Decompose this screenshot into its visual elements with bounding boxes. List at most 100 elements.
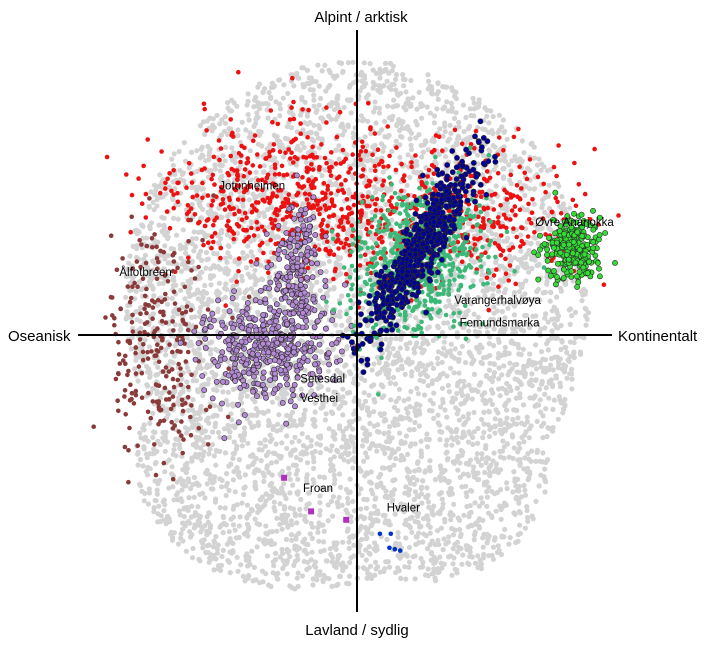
cloud-point <box>458 531 464 537</box>
cloud-point <box>388 241 394 247</box>
cloud-point <box>340 132 346 138</box>
cloud-point <box>364 528 370 534</box>
cloud-point <box>334 101 340 107</box>
cloud-point <box>135 451 141 457</box>
cloud-point <box>479 416 485 423</box>
cloud-point <box>397 345 403 351</box>
cloud-point <box>333 180 339 186</box>
cloud-point <box>387 424 393 430</box>
cloud-point <box>430 365 437 371</box>
cloud-point <box>222 285 228 291</box>
cloud-point <box>498 516 504 522</box>
cloud-point <box>336 143 342 149</box>
cloud-point <box>328 409 335 415</box>
cloud-point <box>255 509 261 515</box>
cloud-point <box>395 530 401 536</box>
cloud-point <box>326 576 332 582</box>
cloud-point <box>520 346 526 352</box>
cloud-point <box>243 553 249 559</box>
cloud-point <box>270 450 277 456</box>
cloud-point <box>253 169 259 175</box>
cloud-point <box>217 406 224 412</box>
cloud-point <box>426 504 432 510</box>
cloud-point <box>459 561 465 567</box>
cloud-point <box>371 503 377 509</box>
cloud-point <box>396 568 402 574</box>
cloud-point <box>479 455 485 462</box>
cloud-point <box>427 464 433 470</box>
cloud-point <box>383 559 389 565</box>
cloud-point <box>402 564 408 570</box>
cloud-point <box>157 518 164 525</box>
cloud-point <box>163 429 169 435</box>
cloud-point <box>171 530 177 536</box>
cloud-point <box>301 144 307 151</box>
cloud-point <box>331 286 337 292</box>
cloud-point <box>147 373 153 379</box>
cloud-point <box>152 497 158 503</box>
cloud-point <box>456 370 462 376</box>
cloud-point <box>372 99 378 105</box>
cloud-point <box>223 281 229 287</box>
cloud-point <box>361 81 368 87</box>
cloud-point <box>449 525 455 532</box>
cloud-point <box>180 538 186 544</box>
cloud-point <box>195 454 201 460</box>
cloud-point <box>261 163 267 169</box>
cloud-point <box>254 110 260 116</box>
cloud-point <box>507 360 513 366</box>
cloud-point <box>444 99 450 105</box>
cloud-point <box>259 568 265 574</box>
cloud-point <box>377 66 383 72</box>
cloud-point <box>265 408 271 414</box>
cloud-point <box>271 488 277 495</box>
cloud-point <box>342 363 348 369</box>
cloud-point <box>538 167 544 173</box>
cloud-point <box>466 561 472 568</box>
cloud-point <box>371 423 377 429</box>
cloud-point <box>441 320 447 326</box>
cloud-point <box>154 491 160 497</box>
cloud-point <box>236 534 242 541</box>
cloud-point <box>232 527 238 533</box>
cloud-point <box>268 96 274 102</box>
cloud-point <box>337 561 344 567</box>
cloud-point <box>567 353 573 360</box>
cloud-point <box>223 483 229 489</box>
cloud-point <box>350 533 356 539</box>
cloud-point <box>496 365 502 371</box>
cloud-point <box>326 67 332 73</box>
cloud-point <box>432 477 438 483</box>
cloud-point <box>531 234 537 240</box>
cloud-point <box>476 477 482 483</box>
cloud-point <box>241 295 247 301</box>
cloud-point <box>466 349 472 355</box>
cloud-point <box>225 389 231 395</box>
cloud-point <box>123 294 129 300</box>
cloud-point <box>421 378 427 384</box>
cloud-point <box>469 396 475 402</box>
cloud-point <box>529 140 535 146</box>
cloud-point <box>533 366 540 372</box>
cloud-point <box>213 462 219 468</box>
cloud-point <box>418 486 424 492</box>
cloud-point <box>407 443 413 449</box>
cloud-point <box>531 395 537 401</box>
cloud-point <box>274 515 280 521</box>
cloud-point <box>554 294 560 300</box>
cloud-point <box>350 498 356 504</box>
cloud-point <box>424 104 430 110</box>
cloud-point <box>463 114 469 121</box>
cloud-point <box>448 341 454 347</box>
cloud-point <box>456 417 462 423</box>
cloud-point <box>405 356 411 362</box>
cloud-point <box>368 574 374 580</box>
cloud-point <box>292 558 298 565</box>
cloud-point <box>246 572 252 579</box>
cloud-point <box>403 576 409 582</box>
cloud-point <box>397 430 403 436</box>
cloud-point <box>136 481 143 487</box>
cloud-point <box>390 113 396 119</box>
cloud-point <box>434 355 441 361</box>
cloud-point <box>396 386 402 392</box>
